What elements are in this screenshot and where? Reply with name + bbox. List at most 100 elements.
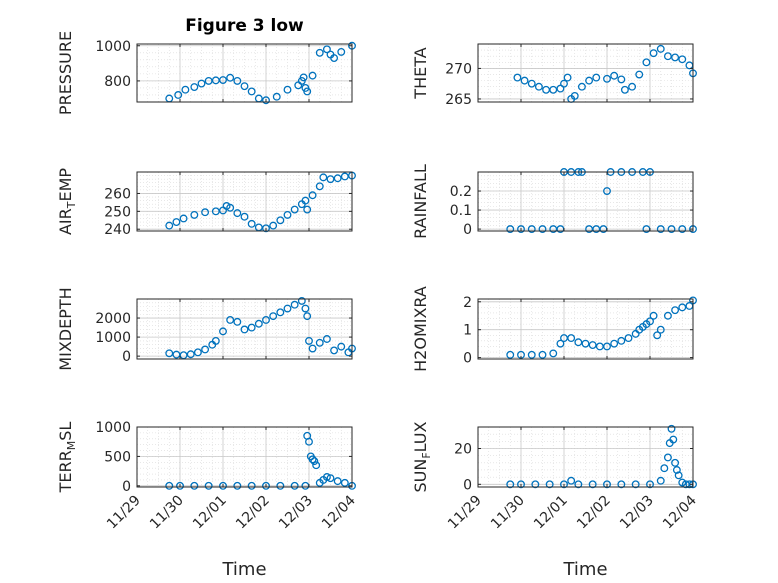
data-point xyxy=(656,44,665,53)
data-point xyxy=(506,225,515,234)
data-point xyxy=(631,480,640,489)
y-tick-label: 2000 xyxy=(95,311,131,327)
x-tick-label: 11/29 xyxy=(445,493,485,533)
y-tick-label: 800 xyxy=(104,74,131,90)
data-point xyxy=(310,457,319,466)
data-point xyxy=(172,218,181,227)
y-tick-label: 1000 xyxy=(95,330,131,346)
y-axis-label: AIRTEMP xyxy=(56,168,78,235)
data-point xyxy=(538,350,547,359)
data-point xyxy=(603,480,611,489)
data-point xyxy=(620,85,629,94)
y-tick-label: 1000 xyxy=(95,39,131,55)
data-point xyxy=(545,480,554,489)
x-axis-label: Time xyxy=(221,559,266,580)
data-series xyxy=(513,44,697,103)
data-point xyxy=(656,476,665,485)
data-point xyxy=(333,477,342,486)
data-point xyxy=(563,73,572,82)
data-point xyxy=(527,79,536,88)
data-point xyxy=(276,481,285,490)
data-point xyxy=(303,312,312,321)
data-point xyxy=(567,334,576,343)
data-point xyxy=(297,296,306,305)
data-point xyxy=(603,74,611,83)
data-point xyxy=(247,87,256,96)
y-tick-label: 270 xyxy=(445,61,472,77)
data-point xyxy=(276,216,285,225)
data-point xyxy=(165,221,174,230)
y-axis-label: RAINFALL xyxy=(411,164,430,239)
data-point xyxy=(574,338,583,347)
grid-lines xyxy=(477,299,694,359)
data-point xyxy=(174,91,183,99)
y-tick-label: 20 xyxy=(454,441,472,457)
data-point xyxy=(642,58,651,67)
data-point xyxy=(226,203,235,212)
data-point xyxy=(211,336,220,345)
data-point xyxy=(646,317,654,326)
data-point xyxy=(269,312,278,321)
x-axis-label: Time xyxy=(562,559,607,580)
data-point xyxy=(333,174,342,183)
data-point xyxy=(262,481,270,490)
data-point xyxy=(577,82,586,91)
y-tick-label: 1 xyxy=(463,323,472,339)
x-tick-label: 12/04 xyxy=(660,492,700,532)
data-point xyxy=(506,480,515,489)
data-point xyxy=(322,45,331,54)
data-point xyxy=(322,335,331,343)
data-point xyxy=(603,187,611,195)
panel-1: 265 270 THETA xyxy=(411,43,697,108)
data-point xyxy=(337,342,346,351)
data-point xyxy=(560,480,568,489)
data-point xyxy=(247,481,256,490)
panel-5: 0 1 2 H2OMIXRA xyxy=(411,286,697,372)
data-point xyxy=(574,480,583,489)
data-point xyxy=(226,316,235,324)
data-point xyxy=(556,339,565,348)
y-tick-label: 0.2 xyxy=(450,184,472,200)
data-point xyxy=(520,76,529,85)
data-point xyxy=(179,214,188,223)
data-point xyxy=(308,455,317,464)
data-point xyxy=(671,458,680,467)
data-point xyxy=(240,212,249,221)
data-point xyxy=(585,76,594,85)
panel-2: 240 250 260 AIRTEMP xyxy=(56,168,356,238)
panel-7: 0 20 11/29 11/30 12/01 12/02 12/03 12/04 SUNFLUX… xyxy=(411,421,700,580)
axes-box xyxy=(477,171,694,232)
data-point xyxy=(667,424,676,433)
data-point xyxy=(315,48,324,57)
data-point xyxy=(247,219,256,228)
data-point xyxy=(656,225,665,234)
data-point xyxy=(247,323,256,332)
x-tick-label: 12/03 xyxy=(276,493,316,533)
data-point xyxy=(269,221,278,230)
data-point xyxy=(181,85,190,94)
x-tick-label: 11/30 xyxy=(488,493,528,533)
data-point xyxy=(190,481,199,490)
data-point xyxy=(678,303,687,312)
data-point xyxy=(211,207,220,216)
data-point xyxy=(290,300,299,309)
data-point xyxy=(517,480,525,489)
axes-box xyxy=(477,298,694,360)
data-point xyxy=(197,79,206,88)
data-point xyxy=(588,341,597,349)
data-point xyxy=(186,350,195,359)
data-point xyxy=(330,54,339,63)
data-series xyxy=(165,296,356,360)
panel-3: 0 0.1 0.2 RAINFALL xyxy=(411,164,697,239)
data-point xyxy=(315,182,324,191)
y-tick-label: 265 xyxy=(445,92,472,108)
data-point xyxy=(283,85,292,94)
data-point xyxy=(176,481,184,490)
y-tick-label: 0 xyxy=(122,349,131,365)
data-point xyxy=(617,480,626,489)
y-tick-label: 0.1 xyxy=(450,203,472,219)
data-point xyxy=(262,96,270,105)
data-series xyxy=(165,171,356,233)
data-point xyxy=(319,173,328,182)
data-point xyxy=(303,87,312,96)
